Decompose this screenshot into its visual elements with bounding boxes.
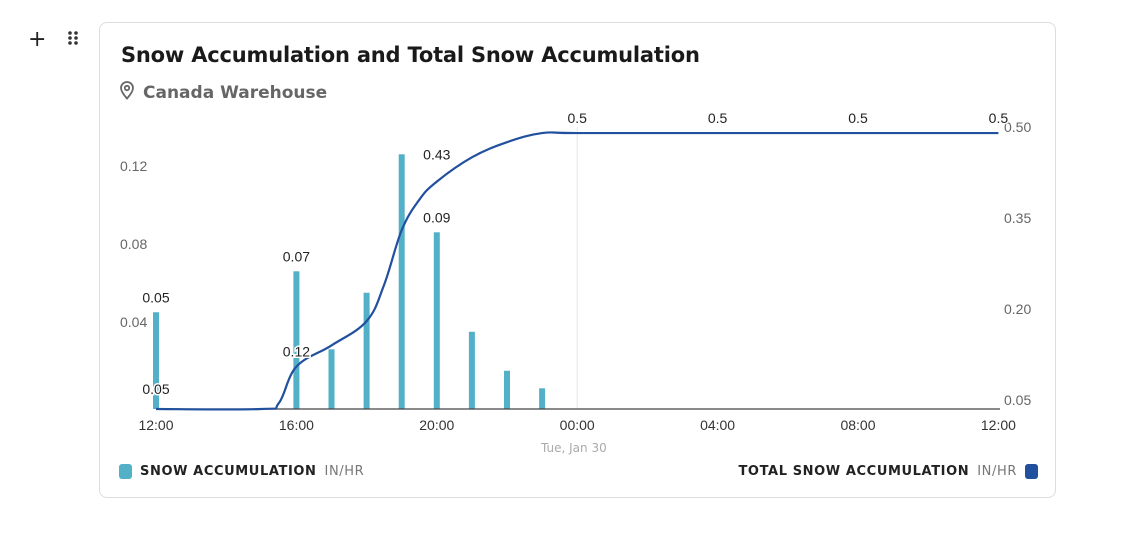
bar-data-label: 0.07 bbox=[283, 248, 310, 264]
line-data-label: 0.43 bbox=[423, 146, 450, 162]
left-axis-tick: 0.04 bbox=[120, 314, 147, 330]
legend-unit: IN/HR bbox=[977, 464, 1017, 479]
legend-total-snow-accumulation[interactable]: TOTAL SNOW ACCUMULATION IN/HR bbox=[738, 464, 1038, 479]
bar bbox=[328, 349, 335, 409]
line-data-label: 0.5 bbox=[848, 110, 868, 126]
x-axis-tick: 16:00 bbox=[279, 417, 314, 433]
legend-swatch-bars bbox=[119, 464, 132, 479]
location-name: Canada Warehouse bbox=[143, 82, 328, 103]
legend-unit: IN/HR bbox=[324, 464, 365, 479]
line-data-label: 0.12 bbox=[283, 344, 310, 360]
line-data-label: 0.5 bbox=[708, 110, 728, 126]
x-axis-tick: 04:00 bbox=[700, 417, 735, 433]
x-axis-tick: 12:00 bbox=[138, 417, 173, 433]
right-axis-tick: 0.50 bbox=[1004, 119, 1031, 135]
left-axis-tick: 0.08 bbox=[120, 236, 147, 252]
bar bbox=[504, 370, 510, 409]
x-axis-tick: 20:00 bbox=[419, 417, 454, 433]
map-pin-icon bbox=[119, 80, 135, 105]
line-data-label: 0.5 bbox=[567, 110, 587, 126]
right-axis-tick: 0.35 bbox=[1004, 210, 1031, 226]
total-accumulation-line bbox=[155, 131, 999, 411]
location: Canada Warehouse bbox=[119, 80, 327, 105]
legend-swatch-line bbox=[1025, 464, 1038, 479]
bar bbox=[468, 331, 475, 409]
legend-snow-accumulation[interactable]: SNOW ACCUMULATION IN/HR bbox=[119, 464, 364, 479]
bar-data-label: 0.05 bbox=[142, 289, 169, 305]
legend-label: TOTAL SNOW ACCUMULATION bbox=[738, 464, 970, 479]
date-label: Tue, Jan 30 bbox=[541, 441, 607, 455]
drag-handle-icon[interactable] bbox=[66, 29, 80, 58]
line-data-label: 0.05 bbox=[142, 381, 169, 397]
bar bbox=[153, 312, 159, 409]
bar bbox=[398, 154, 405, 409]
left-axis-tick: 0.12 bbox=[120, 158, 147, 174]
right-axis-tick: 0.20 bbox=[1004, 301, 1031, 317]
bar bbox=[293, 271, 300, 409]
chart-card bbox=[99, 22, 1056, 498]
x-axis-tick: 08:00 bbox=[840, 417, 875, 433]
legend-label: SNOW ACCUMULATION bbox=[140, 464, 317, 479]
x-axis-tick: 12:00 bbox=[981, 417, 1016, 433]
chart-title: Snow Accumulation and Total Snow Accumul… bbox=[121, 43, 700, 67]
bar bbox=[539, 388, 546, 409]
line-data-label: 0.5 bbox=[989, 110, 1009, 126]
right-axis-tick: 0.05 bbox=[1004, 392, 1031, 408]
bar-data-label: 0.09 bbox=[423, 209, 450, 225]
bar bbox=[433, 232, 440, 409]
x-axis-tick: 00:00 bbox=[560, 417, 595, 433]
bar bbox=[363, 292, 370, 409]
plus-icon[interactable]: + bbox=[28, 27, 47, 52]
